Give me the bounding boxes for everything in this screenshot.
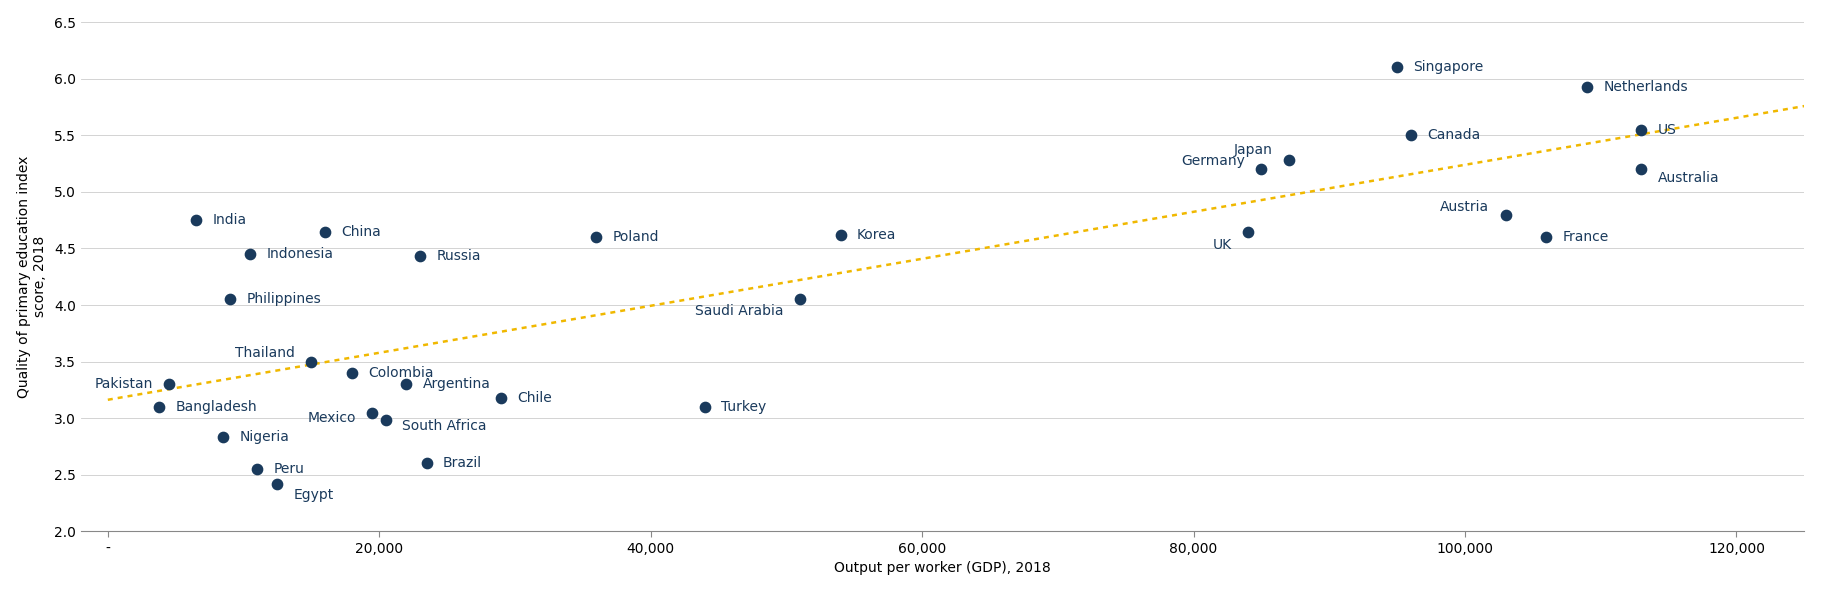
Point [406, 252, 435, 261]
Text: Thailand: Thailand [235, 346, 295, 359]
Text: Turkey: Turkey [721, 400, 767, 414]
Point [1531, 233, 1561, 242]
Text: Philippines: Philippines [246, 292, 320, 307]
Point [1397, 131, 1426, 140]
Text: India: India [213, 213, 246, 227]
Point [359, 408, 388, 417]
Text: Korea: Korea [858, 228, 896, 242]
Point [235, 249, 264, 259]
Point [1247, 165, 1277, 174]
Point [297, 357, 326, 366]
Text: Chile: Chile [517, 391, 552, 405]
Text: Egypt: Egypt [293, 488, 333, 502]
Point [262, 479, 291, 488]
Text: Peru: Peru [273, 462, 304, 476]
Point [1233, 227, 1262, 236]
Text: Canada: Canada [1428, 128, 1480, 142]
Text: Japan: Japan [1233, 143, 1273, 157]
Text: Australia: Australia [1657, 171, 1719, 185]
Point [1275, 156, 1304, 165]
Point [215, 295, 244, 304]
Text: Nigeria: Nigeria [240, 430, 290, 445]
Point [155, 379, 184, 389]
Text: China: China [341, 224, 381, 239]
Point [371, 416, 401, 425]
Text: Saudi Arabia: Saudi Arabia [696, 304, 783, 318]
Point [1626, 165, 1655, 174]
Text: Bangladesh: Bangladesh [175, 400, 257, 414]
X-axis label: Output per worker (GDP), 2018: Output per worker (GDP), 2018 [834, 561, 1051, 575]
Point [146, 402, 175, 411]
Point [690, 402, 719, 411]
Point [827, 230, 856, 240]
Point [1382, 63, 1411, 72]
Text: UK: UK [1213, 238, 1231, 252]
Text: Colombia: Colombia [368, 366, 433, 380]
Point [583, 233, 612, 242]
Point [412, 459, 441, 468]
Point [310, 227, 339, 236]
Text: Mexico: Mexico [308, 411, 357, 425]
Text: Poland: Poland [612, 230, 659, 244]
Point [337, 368, 366, 378]
Text: France: France [1562, 230, 1610, 244]
Point [242, 464, 271, 474]
Text: Brazil: Brazil [443, 456, 483, 471]
Point [486, 393, 515, 403]
Text: Pakistan: Pakistan [95, 377, 153, 391]
Point [785, 295, 814, 304]
Text: South Africa: South Africa [402, 419, 486, 433]
Text: Indonesia: Indonesia [266, 247, 333, 261]
Text: US: US [1657, 123, 1677, 137]
Y-axis label: Quality of primary education index
score, 2018: Quality of primary education index score… [16, 156, 47, 398]
Text: Germany: Germany [1182, 155, 1246, 168]
Point [1626, 125, 1655, 134]
Text: Singapore: Singapore [1413, 60, 1484, 75]
Point [392, 379, 421, 389]
Text: Russia: Russia [437, 249, 481, 263]
Point [209, 433, 239, 442]
Point [1491, 210, 1521, 219]
Point [1573, 82, 1602, 91]
Text: Argentina: Argentina [422, 377, 490, 391]
Text: Netherlands: Netherlands [1604, 80, 1688, 94]
Point [182, 215, 211, 225]
Text: Austria: Austria [1440, 200, 1490, 214]
